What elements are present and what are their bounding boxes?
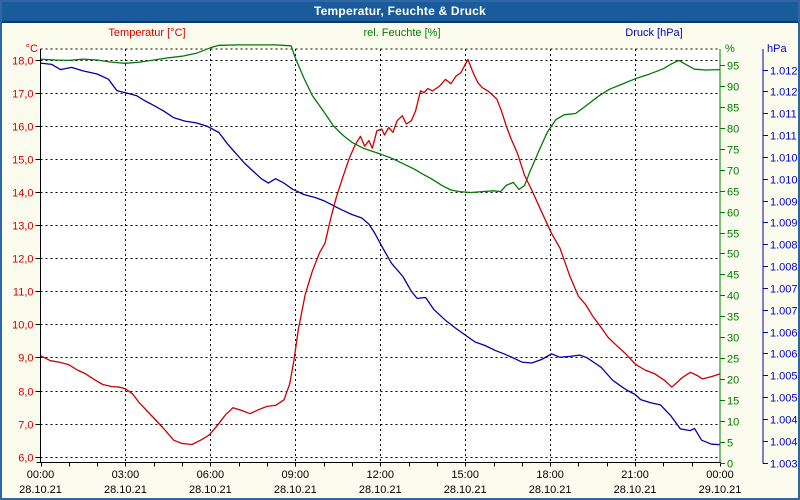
humidity-series (40, 44, 721, 194)
tick-label: 11,0 (13, 287, 34, 299)
tick-label: 10 (727, 417, 739, 429)
tick-label: 17,0 (12, 89, 33, 101)
tick-label: 06:00 (197, 469, 225, 481)
tick-label: 1.007 (770, 284, 798, 296)
temperature-axis-ticks-labels: 18,0 17,0 16,0 15,0 14,0 13,0 12,0 11,0 10,0 9,0 8… (12, 56, 41, 465)
temperature-line (40, 58, 721, 446)
tick-label: 15 (727, 396, 739, 408)
hour-ticks (41, 462, 721, 467)
tick-label: 1.008 (770, 240, 798, 252)
temperature-axis-unit: °C (25, 43, 38, 55)
tick-label: 18,0 (12, 56, 33, 68)
tick-label: 28.10.21 (359, 484, 402, 496)
tick-label: 15,0 (12, 155, 33, 167)
tick-label: 1.005 (770, 371, 798, 383)
tick-label: 55 (727, 229, 739, 241)
tick-label: 6,0 (18, 453, 33, 465)
tick-label: 1.007 (770, 306, 798, 318)
pressure-line (40, 62, 721, 446)
temperature-series (40, 58, 721, 446)
tick-label: 60 (727, 208, 739, 220)
tick-label: 28.10.21 (614, 484, 657, 496)
tick-label: 80 (727, 124, 739, 136)
tick-label: 35 (727, 312, 739, 324)
humidity-axis-unit: % (725, 43, 735, 55)
tick-label: 15:00 (451, 469, 479, 481)
tick-label: 28.10.21 (189, 484, 232, 496)
tick-label: 50 (727, 249, 739, 261)
humidity-line (40, 44, 721, 194)
axis-lines (36, 49, 764, 464)
tick-label: 28.10.21 (104, 484, 147, 496)
tick-label: 18:00 (536, 469, 564, 481)
tick-label: 1.012 (770, 66, 798, 78)
pressure-series (40, 62, 721, 446)
tick-label: 9,0 (18, 353, 33, 365)
tick-label: 75 (727, 145, 739, 157)
tick-label: 85 (727, 103, 739, 115)
tick-label: 00:00 (706, 469, 734, 481)
tick-label: 1.008 (770, 262, 798, 274)
gridlines (40, 48, 720, 463)
tick-label: 28.10.21 (274, 484, 317, 496)
tick-label: 30 (727, 333, 739, 345)
tick-label: 1.009 (770, 197, 798, 209)
tick-label: 45 (727, 270, 739, 282)
series-label-humidity: rel. Feuchte [%] (363, 27, 441, 39)
tick-label: 1.011 (770, 109, 797, 121)
tick-label: 10,0 (12, 320, 33, 332)
tick-label: 5 (727, 438, 733, 450)
tick-label: 95 (727, 61, 739, 73)
tick-label: 21:00 (621, 469, 649, 481)
tick-label: 16,0 (12, 122, 33, 134)
tick-label: 1.010 (770, 153, 798, 165)
tick-label: 1.010 (770, 175, 798, 187)
series-label-pressure: Druck [hPa] (625, 27, 683, 39)
series-label-temperature: Temperatur [°C] (108, 27, 186, 39)
tick-label: 25 (727, 354, 739, 366)
tick-label: 40 (727, 291, 739, 303)
tick-label: 1.012 (770, 87, 798, 99)
tick-label: 12:00 (366, 469, 394, 481)
tick-label: 8,0 (18, 387, 33, 399)
tick-label: 1.006 (770, 328, 798, 340)
tick-label: 14,0 (12, 188, 33, 200)
tick-label: 20 (727, 375, 739, 387)
window-title: Temperatur, Feuchte & Druck (2, 2, 798, 23)
tick-label: 12,0 (12, 254, 33, 266)
tick-label: 1.011 (770, 131, 797, 143)
tick-label: 0 (727, 459, 733, 471)
pressure-axis-ticks-labels: 1.012 1.012 1.011 1.011 1.010 1.010 1.009 1.009… (763, 66, 798, 471)
tick-label: 29.10.21 (699, 484, 742, 496)
tick-label: 1.006 (770, 349, 798, 361)
tick-label: 28.10.21 (529, 484, 572, 496)
tick-label: 13,0 (12, 221, 33, 233)
tick-label: 65 (727, 187, 739, 199)
tick-label: 1.004 (770, 437, 798, 449)
tick-label: 1.009 (770, 218, 798, 230)
tick-label: 28.10.21 (19, 484, 62, 496)
tick-label: 1.005 (770, 393, 798, 405)
tick-label: 7,0 (18, 420, 33, 432)
tick-label: 1.004 (770, 415, 798, 427)
tick-label: 00:00 (27, 469, 55, 481)
time-axis-labels: 00:00 28.10.21 03:00 28.10.21 06:00 28.10.21 0… (19, 469, 741, 496)
tick-label: 70 (727, 166, 739, 178)
pressure-axis-unit: hPa (767, 43, 787, 55)
tick-label: 28.10.21 (444, 484, 487, 496)
tick-label: 03:00 (112, 469, 140, 481)
tick-label: 90 (727, 82, 739, 94)
tick-label: 09:00 (282, 469, 310, 481)
tick-label: 1.003 (770, 459, 798, 471)
